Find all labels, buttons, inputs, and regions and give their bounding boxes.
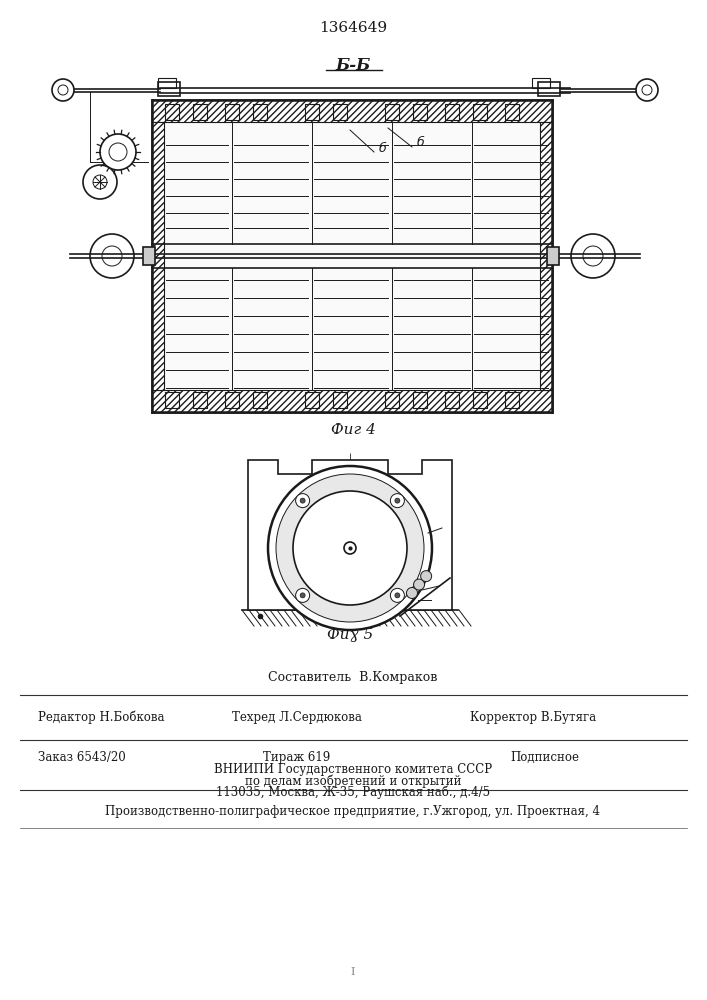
Bar xyxy=(225,392,239,408)
Text: б: б xyxy=(378,141,386,154)
Polygon shape xyxy=(248,460,452,610)
Circle shape xyxy=(390,494,404,508)
Bar xyxy=(385,392,399,408)
Bar xyxy=(473,392,487,408)
Bar xyxy=(143,247,155,265)
Bar xyxy=(152,390,552,412)
Bar xyxy=(152,122,164,390)
Bar xyxy=(473,104,487,120)
Text: Заказ 6543/20: Заказ 6543/20 xyxy=(38,750,126,764)
Text: Производственно-полиграфическое предприятие, г.Ужгород, ул. Проектная, 4: Производственно-полиграфическое предприя… xyxy=(105,806,600,818)
Bar xyxy=(253,392,267,408)
Circle shape xyxy=(395,498,400,503)
Circle shape xyxy=(395,593,400,598)
Bar xyxy=(165,392,179,408)
Circle shape xyxy=(421,571,432,582)
Circle shape xyxy=(571,234,615,278)
Text: ВНИИПИ Государственного комитета СССР: ВНИИПИ Государственного комитета СССР xyxy=(214,764,492,776)
Bar xyxy=(445,392,459,408)
Bar xyxy=(158,78,176,88)
Text: I: I xyxy=(351,967,355,977)
Bar xyxy=(305,392,319,408)
Bar xyxy=(225,104,239,120)
Text: Подписное: Подписное xyxy=(510,750,579,764)
Bar xyxy=(165,104,179,120)
Bar xyxy=(152,100,552,412)
Text: Фиг 4: Фиг 4 xyxy=(331,423,375,437)
Circle shape xyxy=(390,588,404,602)
Bar xyxy=(540,122,552,390)
Bar xyxy=(158,82,180,96)
Circle shape xyxy=(344,542,356,554)
Bar xyxy=(505,104,519,120)
Bar xyxy=(152,100,552,122)
Bar xyxy=(547,247,559,265)
Bar xyxy=(333,104,347,120)
Text: Корректор В.Бутяга: Корректор В.Бутяга xyxy=(470,710,596,724)
Bar xyxy=(193,392,207,408)
Bar xyxy=(385,104,399,120)
Circle shape xyxy=(268,466,432,630)
Circle shape xyxy=(300,498,305,503)
Bar xyxy=(333,392,347,408)
Bar xyxy=(505,392,519,408)
Circle shape xyxy=(83,165,117,199)
Text: Редактор Н.Бобкова: Редактор Н.Бобкова xyxy=(38,710,165,724)
Text: 1364649: 1364649 xyxy=(319,21,387,35)
Bar xyxy=(445,104,459,120)
Text: б: б xyxy=(416,136,424,149)
Text: 15: 15 xyxy=(432,595,446,605)
Circle shape xyxy=(296,588,310,602)
Circle shape xyxy=(636,79,658,101)
Circle shape xyxy=(407,587,418,598)
Text: Фиɣ 5: Фиɣ 5 xyxy=(327,628,373,642)
Circle shape xyxy=(90,234,134,278)
Circle shape xyxy=(100,134,136,170)
Bar xyxy=(193,104,207,120)
Text: б: б xyxy=(440,580,448,592)
Circle shape xyxy=(296,494,310,508)
Text: 113035, Москва, Ж-35, Раушская наб., д.4/5: 113035, Москва, Ж-35, Раушская наб., д.4… xyxy=(216,785,490,799)
Bar xyxy=(532,78,550,88)
Circle shape xyxy=(276,474,424,622)
Bar xyxy=(305,104,319,120)
Circle shape xyxy=(300,593,305,598)
Bar xyxy=(538,82,560,96)
Text: по делам изобретений и открытий: по делам изобретений и открытий xyxy=(245,774,461,788)
Circle shape xyxy=(52,79,74,101)
Text: Техред Л.Сердюкова: Техред Л.Сердюкова xyxy=(232,710,362,724)
Text: Составитель  В.Комраков: Составитель В.Комраков xyxy=(269,670,438,684)
Circle shape xyxy=(414,579,425,590)
Bar xyxy=(253,104,267,120)
Text: 4: 4 xyxy=(443,522,451,534)
Text: Б-Б: Б-Б xyxy=(335,56,370,74)
Bar xyxy=(413,392,427,408)
Text: Тираж 619: Тираж 619 xyxy=(264,750,331,764)
Bar xyxy=(413,104,427,120)
Circle shape xyxy=(293,491,407,605)
